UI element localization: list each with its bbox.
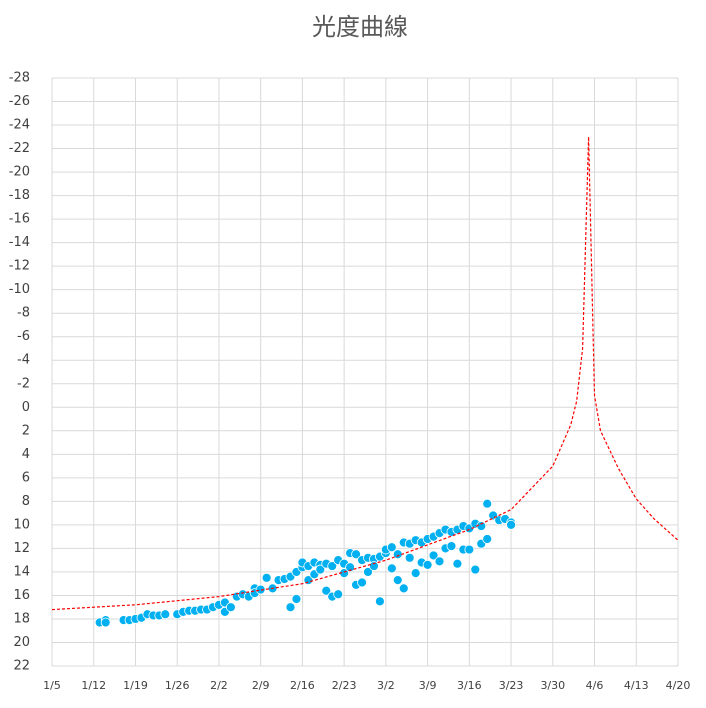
y-tick-label: 0	[22, 400, 30, 415]
x-tick-label: 2/23	[332, 679, 357, 692]
y-tick-label: -2	[17, 376, 30, 391]
data-point	[345, 562, 355, 573]
y-tick-label: -4	[17, 353, 30, 368]
y-tick-label: -8	[17, 306, 30, 321]
x-tick-label: 1/19	[123, 679, 148, 692]
x-tick-label: 1/12	[81, 679, 106, 692]
data-point	[369, 561, 379, 571]
data-point	[392, 575, 403, 586]
y-tick-label: 12	[13, 541, 30, 556]
y-tick-label: -20	[9, 165, 30, 180]
data-point	[482, 534, 493, 544]
y-tick-label: -14	[9, 235, 30, 250]
data-point	[386, 563, 397, 574]
data-point	[434, 556, 445, 567]
model-line	[51, 136, 679, 611]
x-tick-label: 4/13	[624, 679, 649, 692]
y-tick-label: 18	[13, 611, 30, 626]
data-point	[255, 584, 266, 595]
x-tick-label: 3/23	[499, 679, 524, 692]
y-tick-label: 8	[22, 494, 30, 509]
data-point	[452, 558, 463, 569]
chart-title: 光度曲線	[312, 13, 408, 41]
y-tick-label: 4	[22, 447, 30, 462]
data-point	[351, 549, 361, 560]
y-tick-label: -6	[17, 329, 30, 344]
y-tick-label: 22	[13, 659, 30, 674]
data-point	[446, 541, 457, 551]
data-point	[422, 559, 433, 570]
data-point	[285, 602, 296, 613]
data-point	[375, 596, 385, 607]
data-point	[327, 561, 338, 571]
data-point	[357, 577, 367, 588]
y-tick-label: 16	[13, 588, 30, 603]
y-tick-label: 20	[13, 635, 30, 650]
x-tick-label: 2/9	[252, 679, 270, 692]
x-tick-label: 2/2	[210, 679, 228, 692]
data-point	[482, 498, 493, 509]
data-point	[398, 583, 409, 594]
x-tick-label: 1/5	[43, 679, 61, 692]
y-tick-label: -10	[9, 282, 30, 297]
data-point	[476, 521, 487, 531]
x-tick-label: 3/2	[377, 679, 395, 692]
data-point	[100, 617, 111, 628]
x-tick-label: 3/30	[540, 679, 565, 692]
y-tick-label: 2	[22, 423, 30, 438]
y-tick-label: 6	[22, 470, 30, 485]
data-point	[315, 564, 326, 575]
data-point	[464, 544, 475, 555]
x-tick-label: 3/9	[419, 679, 437, 692]
x-tick-label: 3/16	[457, 679, 482, 692]
data-point	[261, 572, 272, 583]
data-point	[410, 568, 421, 578]
y-tick-label: -18	[9, 188, 30, 203]
data-point	[506, 519, 516, 530]
data-point	[333, 589, 344, 600]
data-point	[470, 564, 481, 575]
data-point	[386, 542, 397, 553]
x-tick-label: 4/6	[586, 679, 604, 692]
y-tick-label: -28	[9, 71, 30, 86]
data-point	[321, 585, 332, 596]
y-tick-label: -26	[9, 94, 30, 109]
x-tick-label: 4/20	[666, 679, 691, 692]
data-point	[404, 552, 415, 563]
data-point	[225, 602, 236, 613]
y-tick-label: -24	[9, 118, 30, 133]
data-point	[363, 567, 373, 577]
data-point	[428, 550, 439, 561]
y-tick-label: -12	[9, 259, 30, 274]
data-point	[160, 609, 171, 620]
data-point	[291, 594, 302, 604]
y-tick-label: 10	[13, 517, 30, 532]
y-tick-label: -16	[9, 212, 30, 227]
y-tick-label: -22	[9, 141, 30, 156]
x-tick-label: 1/26	[165, 679, 190, 692]
x-tick-label: 2/16	[290, 679, 315, 692]
y-tick-label: 14	[13, 564, 30, 579]
